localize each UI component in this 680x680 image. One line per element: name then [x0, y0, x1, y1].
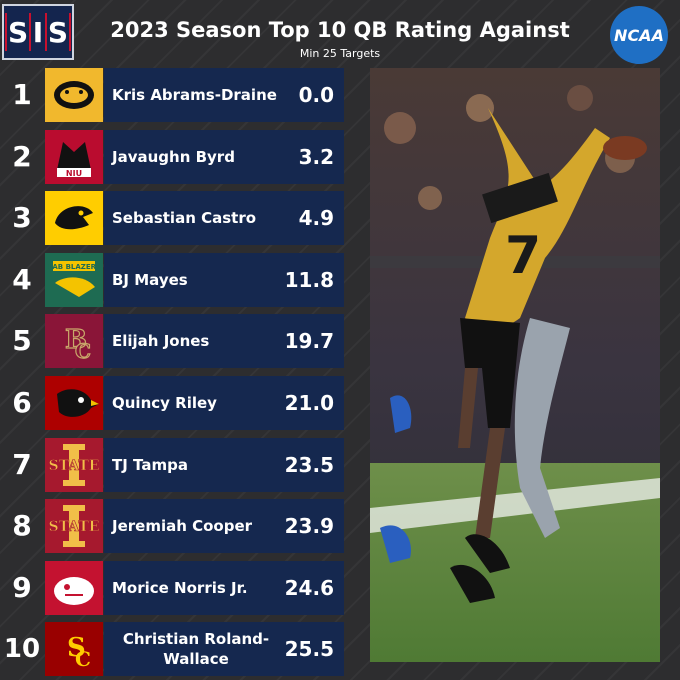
player-bar: Kris Abrams-Draine 0.0: [104, 68, 344, 122]
player-name: Sebastian Castro: [112, 209, 257, 228]
qb-rating-value: 0.0: [298, 83, 334, 107]
svg-text:S: S: [67, 633, 86, 663]
player-bar: BJ Mayes 11.8: [104, 252, 344, 307]
qb-rating-value: 19.7: [284, 329, 334, 354]
missouri-tiger-logo: [44, 68, 104, 122]
table-row: 3 Sebastian Castro 4.9: [0, 191, 350, 246]
logo-divider: [69, 13, 72, 51]
uab-blazers-logo: UAB BLAZERS: [44, 252, 104, 307]
logo-divider: [4, 13, 7, 51]
table-row: 8 STATE Jeremiah Cooper 23.9: [0, 499, 350, 554]
player-bar: Javaughn Byrd 3.2: [104, 129, 344, 184]
rank-number: 5: [12, 324, 32, 358]
jersey-number: 7: [505, 226, 541, 286]
player-bar: Quincy Riley 21.0: [104, 376, 344, 430]
svg-text:C: C: [75, 647, 91, 671]
logo-letter: S: [47, 15, 68, 49]
table-row: 6 Quincy Riley 21.0: [0, 376, 350, 430]
svg-text:STATE: STATE: [49, 519, 100, 535]
table-row: 7 STATE TJ Tampa 23.5: [0, 437, 350, 492]
rank-number: 8: [12, 509, 32, 543]
player-photo: 7: [370, 68, 660, 662]
niu-huskies-logo: NIU: [44, 129, 104, 184]
svg-text:NIU: NIU: [66, 169, 82, 178]
rank-number: 9: [12, 570, 32, 604]
sis-logo: S I S: [2, 4, 74, 60]
player-bar: Elijah Jones 19.7: [104, 314, 344, 369]
rank-number: 6: [12, 386, 32, 419]
rank-number: 7: [12, 447, 32, 481]
qb-rating-value: 3.2: [298, 144, 334, 169]
player-name: Kris Abrams-Draine: [112, 86, 277, 104]
player-bar: Christian Roland-Wallace 25.5: [104, 622, 344, 677]
qb-rating-value: 23.5: [284, 452, 334, 477]
svg-text:STATE: STATE: [49, 458, 100, 474]
fresno-state-logo: [44, 560, 104, 615]
rank-number: 3: [12, 201, 32, 235]
player-bar: Morice Norris Jr. 24.6: [104, 560, 344, 615]
player-name: Morice Norris Jr.: [112, 578, 248, 597]
rank-number: 10: [3, 634, 41, 665]
qb-rating-value: 4.9: [298, 206, 334, 231]
svg-text:B: B: [65, 325, 87, 355]
qb-rating-value: 21.0: [284, 391, 334, 415]
player-bar: Sebastian Castro 4.9: [104, 191, 344, 246]
qb-rating-value: 23.9: [284, 514, 334, 539]
player-name: Christian Roland-Wallace: [122, 630, 270, 669]
iowa-hawkeyes-logo: [44, 191, 104, 246]
iowa-state-logo: STATE: [44, 437, 104, 492]
chart-title: 2023 Season Top 10 QB Rating Against: [110, 18, 570, 42]
rank-number: 2: [12, 139, 32, 173]
player-bar: Jeremiah Cooper 23.9: [104, 499, 344, 554]
chart-subtitle: Min 25 Targets: [299, 47, 381, 60]
ncaa-logo: NCAA: [610, 6, 668, 64]
player-name: Elijah Jones: [112, 332, 210, 351]
logo-letter: I: [32, 15, 44, 49]
qb-rating-value: 11.8: [284, 267, 334, 292]
svg-text:UAB BLAZERS: UAB BLAZERS: [47, 263, 101, 271]
table-row: 5 B C Elijah Jones 19.7: [0, 314, 350, 369]
rank-number: 4: [12, 262, 32, 296]
player-name: Jeremiah Cooper: [112, 517, 253, 536]
football-catch-photo: 7: [370, 68, 660, 662]
louisville-cardinal-logo: [44, 376, 104, 430]
qb-rating-value: 25.5: [284, 637, 334, 662]
iowa-state-logo: STATE: [44, 499, 104, 554]
logo-divider: [29, 13, 32, 51]
rank-number: 1: [12, 78, 32, 111]
svg-text:C: C: [75, 339, 91, 363]
player-bar: TJ Tampa 23.5: [104, 437, 344, 492]
table-row: 4 UAB BLAZERS BJ Mayes 11.8: [0, 252, 350, 307]
logo-letter: S: [7, 15, 29, 49]
logo-divider: [44, 13, 47, 51]
player-name: Quincy Riley: [112, 394, 217, 412]
player-name: TJ Tampa: [112, 455, 188, 474]
table-row: 10 S C Christian Roland-Wallace 25.5: [0, 622, 350, 677]
table-row: 1 Kris Abrams-Draine 0.0: [0, 68, 350, 122]
player-name: BJ Mayes: [112, 270, 188, 289]
qb-rating-value: 24.6: [284, 575, 334, 600]
player-name: Javaughn Byrd: [112, 147, 235, 166]
table-row: 2 NIU Javaughn Byrd 3.2: [0, 129, 350, 184]
table-row: 9 Morice Norris Jr. 24.6: [0, 560, 350, 615]
